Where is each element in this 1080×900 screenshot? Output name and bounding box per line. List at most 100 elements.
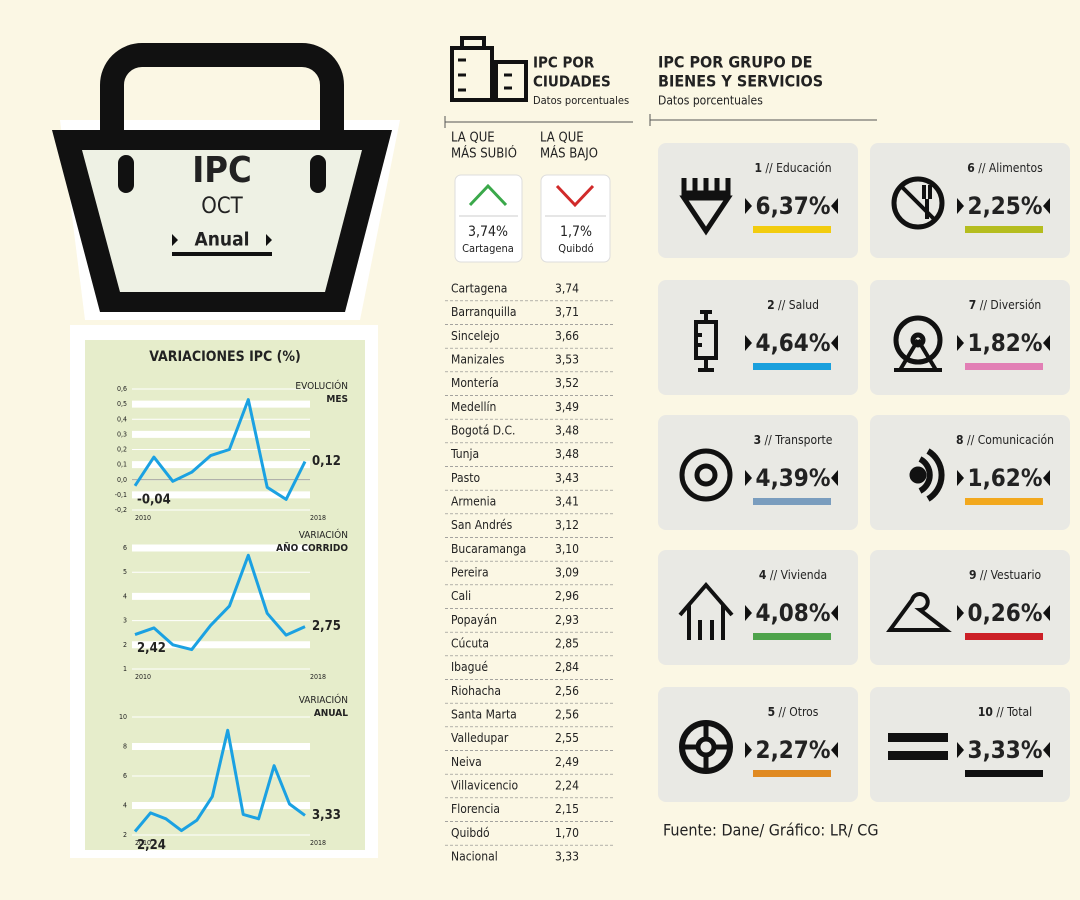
group-value: 2,25% <box>968 192 1043 220</box>
y-tick-label: 3 <box>123 617 127 625</box>
group-value: 4,39% <box>756 464 831 492</box>
icon <box>910 332 926 348</box>
city-value: 3,09 <box>555 566 579 580</box>
x-tick-label: 2010 <box>135 514 151 522</box>
separator: // <box>978 161 986 175</box>
city-name: Armenia <box>451 495 496 509</box>
chart-label: EVOLUCIÓN <box>295 379 348 392</box>
y-tick-label: 2 <box>123 641 127 649</box>
lowest-header: LA QUE <box>540 131 584 146</box>
building-icon <box>450 36 528 102</box>
city-value: 3,41 <box>555 495 579 509</box>
line <box>133 398 307 501</box>
group-name: Transporte <box>774 433 832 447</box>
group-label: 6 // Alimentos <box>967 161 1043 175</box>
group-card: 1 // Educación 6,37% <box>658 143 858 258</box>
highest-card <box>454 174 523 263</box>
group-card: 8 // Comunicación 1,62% <box>870 415 1070 530</box>
group-label: 7 // Diversión <box>969 298 1042 312</box>
color-bar <box>753 363 831 370</box>
separator: // <box>967 433 975 447</box>
city-name: Bogotá D.C. <box>451 424 515 438</box>
color-bar <box>965 498 1043 505</box>
icon <box>918 448 945 502</box>
highest-header: LA QUE <box>451 131 495 146</box>
separator: // <box>980 568 988 582</box>
group-number: 7 <box>969 298 977 312</box>
group-number: 6 <box>967 161 975 175</box>
city-value: 3,43 <box>555 471 579 485</box>
y-tick-label: 4 <box>123 802 127 810</box>
group-card: 3 // Transporte 4,39% <box>658 415 858 530</box>
group-value: 6,37% <box>756 192 831 220</box>
separator: // <box>778 298 786 312</box>
basket: IPC OCT Anual <box>52 43 400 320</box>
panel-title: VARIACIONES IPC (%) <box>149 349 301 365</box>
city-value: 3,74 <box>555 282 579 296</box>
footer: Fuente: Dane/ Gráfico: LR/ CG <box>663 821 879 840</box>
group-label: 1 // Educación <box>754 161 831 175</box>
line <box>133 728 306 833</box>
city-name: Pasto <box>451 471 480 485</box>
y-tick-label: 8 <box>123 743 127 751</box>
data-label: 2,42 <box>137 641 166 656</box>
group-value: 2,27% <box>756 736 831 764</box>
color-bar <box>965 633 1043 640</box>
icon <box>893 315 943 365</box>
basket-inner <box>82 150 362 292</box>
city-name: Cali <box>451 589 471 603</box>
group-value: 3,33% <box>968 736 1043 764</box>
groups-subtitle: Datos porcentuales <box>658 94 763 108</box>
city-value: 3,48 <box>555 424 579 438</box>
city-value: 2,49 <box>555 755 579 769</box>
underline <box>172 252 272 256</box>
cities-subtitle: Datos porcentuales <box>533 94 629 107</box>
color-bar <box>753 770 831 777</box>
color-bar <box>753 498 831 505</box>
x-tick-label: 2018 <box>310 673 326 681</box>
up-icon <box>468 183 508 207</box>
icon <box>888 733 948 742</box>
data-label: 0,12 <box>312 454 341 469</box>
y-tick-label: 6 <box>123 772 127 780</box>
city-name: San Andrés <box>451 518 513 532</box>
highest-city: Cartagena <box>462 242 514 255</box>
group-number: 3 <box>754 433 762 447</box>
group-label: 8 // Comunicación <box>956 433 1054 447</box>
city-value: 3,12 <box>555 518 579 532</box>
icon <box>886 592 952 632</box>
icon <box>679 178 733 236</box>
city-name: Santa Marta <box>451 708 517 722</box>
highest-value: 3,74% <box>468 224 508 240</box>
city-value: 2,96 <box>555 589 579 603</box>
city-value: 2,84 <box>555 660 579 674</box>
group-name: Otros <box>789 705 819 719</box>
city-name: Bucaramanga <box>451 542 526 556</box>
city-name: Sincelejo <box>451 329 500 343</box>
group-number: 10 <box>978 705 993 719</box>
city-name: Neiva <box>451 755 482 769</box>
city-value: 3,10 <box>555 542 579 556</box>
data-label: 2,24 <box>137 838 166 853</box>
chart-sublabel: MES <box>326 394 348 405</box>
group-number: 4 <box>759 568 767 582</box>
separator: // <box>770 568 778 582</box>
chart-label: VARIACIÓN <box>299 528 348 541</box>
city-value: 3,48 <box>555 447 579 461</box>
city-name: Quibdó <box>451 826 490 840</box>
group-card: 4 // Vivienda 4,08% <box>658 550 858 665</box>
separator: // <box>779 705 787 719</box>
data-label: -0,04 <box>137 492 171 507</box>
city-name: Barranquilla <box>451 305 516 319</box>
x-tick-label: 2010 <box>135 839 151 847</box>
city-value: 3,33 <box>555 850 579 864</box>
city-value: 3,66 <box>555 329 579 343</box>
basket-hole <box>118 155 134 193</box>
group-number: 8 <box>956 433 964 447</box>
city-name: Valledupar <box>451 731 509 745</box>
y-tick-label: 0,4 <box>117 415 127 423</box>
group-name: Alimentos <box>989 161 1043 175</box>
basket-month: OCT <box>201 194 243 219</box>
y-tick-label: -0,1 <box>115 491 127 499</box>
